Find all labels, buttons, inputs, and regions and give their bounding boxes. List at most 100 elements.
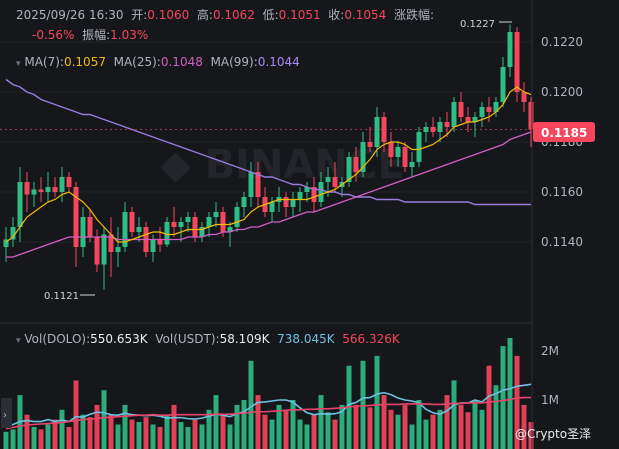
change-value: -0.56% (32, 28, 75, 42)
candle-body (171, 222, 177, 227)
candle-body (528, 102, 534, 130)
candle-body (332, 177, 338, 187)
candle-body (479, 107, 485, 117)
volume-bar (367, 407, 373, 449)
volume-tick-label: 2M (541, 344, 559, 358)
volume-bar (465, 412, 471, 449)
datetime: 2025/09/26 16:30 (16, 8, 124, 22)
volume-bar (199, 424, 205, 449)
volume-bar (297, 419, 303, 449)
candle-body (185, 217, 191, 222)
volume-bar (10, 429, 16, 449)
volume-bar (374, 355, 380, 449)
volume-legend: ▾ Vol(DOLO):550.653K Vol(USDT):58.109K 7… (16, 332, 400, 346)
volume-bar (353, 404, 359, 449)
volume-bar (59, 409, 65, 449)
volume-bar (45, 424, 51, 449)
ma-legend: ▾ MA(7):0.1057 MA(25):0.1048 MA(99):0.10… (16, 55, 300, 69)
volume-bar (381, 395, 387, 449)
volume-bar (171, 404, 177, 449)
volume-bar (248, 360, 254, 449)
candle-body (59, 177, 65, 192)
ma25-label: MA(25): (113, 55, 161, 69)
high-label: 高: (196, 8, 213, 22)
volume-bar (283, 409, 289, 449)
candle-body (136, 227, 142, 232)
low-marker-label: 0.1121 (44, 291, 79, 302)
high-marker-label: 0.1227 (460, 19, 495, 30)
amplitude-label: 振幅: (82, 28, 111, 42)
moving-averages (0, 78, 532, 430)
candle-body (318, 182, 324, 202)
ma99-value: 0.1044 (257, 55, 300, 69)
volume-bar (507, 338, 513, 449)
candle-body (94, 237, 100, 265)
collapse-handle[interactable]: › (1, 398, 12, 428)
chevron-down-icon: ▾ (16, 59, 21, 69)
candle-body (227, 227, 233, 232)
volume-bar (31, 426, 37, 449)
volume-bar (143, 417, 149, 449)
candle-body (157, 239, 163, 245)
ohlc-header: 2025/09/26 16:30 开:0.1060 高:0.1062 低:0.1… (16, 6, 434, 23)
volume-bar (157, 426, 163, 449)
volume-bar (339, 404, 345, 449)
amplitude-value: 1.03% (110, 28, 149, 42)
volume-bar (24, 414, 30, 449)
candle-body (507, 32, 513, 67)
volume-bar (514, 355, 520, 449)
candle-body (178, 222, 184, 227)
volume-bar (150, 424, 156, 449)
ma7-value: 0.1057 (63, 55, 106, 69)
volume-bar (262, 414, 268, 449)
volume-bar (472, 400, 478, 449)
volume-bar (451, 380, 457, 449)
change-label: 涨跌幅: (393, 8, 434, 22)
candle-body (248, 172, 254, 197)
candle-body (416, 132, 422, 162)
volume-bar (437, 409, 443, 449)
open-label: 开: (131, 8, 148, 22)
candle-body (45, 187, 51, 192)
low-label: 低: (262, 8, 279, 22)
volume-tick-label: 1M (541, 393, 559, 407)
candle-body (66, 177, 72, 187)
candle-body (108, 234, 114, 252)
low-value: 0.1051 (278, 8, 321, 22)
volume-bar (395, 414, 401, 449)
volume-bar (402, 404, 408, 449)
ma25-value: 0.1048 (160, 55, 203, 69)
volume-bar (220, 414, 226, 449)
volume-bar (178, 422, 184, 449)
candle-body (325, 177, 331, 182)
volume-bar (108, 414, 114, 449)
volume-bar (360, 360, 366, 449)
current-price-tag[interactable]: 0.1185 (533, 122, 595, 142)
chevron-right-icon: › (3, 410, 7, 421)
candle-body (255, 172, 261, 197)
volume-bar (164, 414, 170, 449)
candle-body (164, 222, 170, 245)
candle-body (493, 102, 499, 112)
candle-body (73, 187, 79, 247)
volume-bar (493, 385, 499, 449)
candle-body (360, 142, 366, 172)
candle-body (514, 32, 520, 92)
volume-bar (87, 417, 93, 449)
ma25-line (6, 131, 532, 258)
high-marker: 0.1227 (460, 19, 512, 30)
candle-body (234, 207, 240, 227)
volume-bar (234, 404, 240, 449)
volume-bar (528, 422, 534, 449)
candle-body (31, 189, 37, 195)
close-label: 收: (328, 8, 345, 22)
candle-body (430, 127, 436, 132)
vol-base-label: Vol(DOLO): (24, 332, 91, 346)
watermark-text: @Crypto圣泽 (515, 427, 592, 441)
volume-bar (269, 419, 275, 449)
volume-bar (276, 404, 282, 449)
current-price-label: 0.1185 (541, 126, 587, 140)
candle-body (87, 217, 93, 237)
vol-ma2-value: 566.326K (342, 332, 400, 346)
